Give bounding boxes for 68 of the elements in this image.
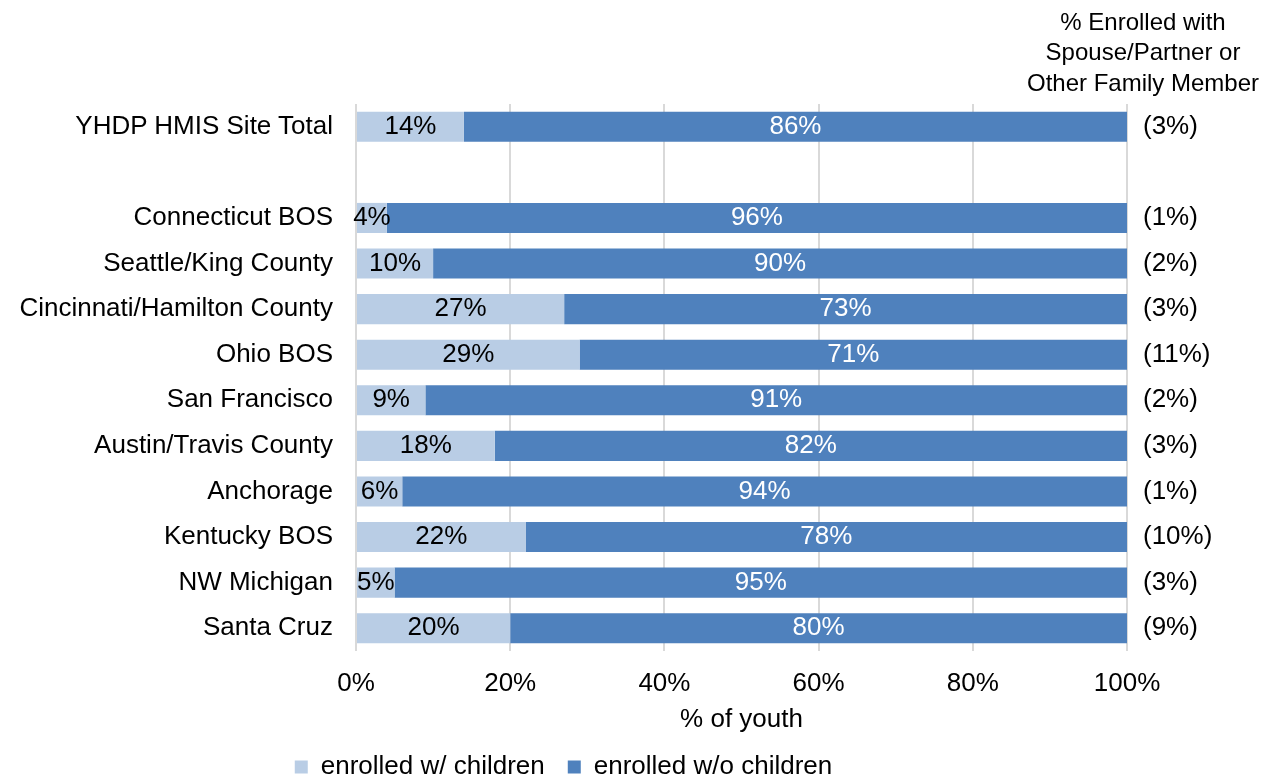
data-label: 82% [784,429,837,460]
y-tick-label: Austin/Travis County [94,429,333,460]
data-label: 29% [442,337,495,368]
data-label: 90% [754,246,807,277]
data-label: 96% [730,201,783,232]
text: (3%) [1143,429,1198,460]
data-label: 73% [819,292,872,323]
x-tick-label: 40% [638,666,691,697]
legend-label: enrolled w/o children [593,750,833,781]
data-label: 91% [750,383,803,414]
x-tick-label: 100% [1093,666,1161,697]
x-tick-label: 20% [484,666,537,697]
bar [394,567,1127,598]
data-label: 78% [800,520,853,551]
bar [425,385,1127,416]
y-tick-label: NW Michigan [178,565,333,596]
bar [510,613,1127,644]
data-label: 86% [769,109,822,140]
bar [357,522,526,553]
y-tick-label: Seattle/King County [103,246,333,277]
text: (1%) [1143,201,1198,232]
y-tick-label: San Francisco [166,383,333,414]
data-label: 71% [827,337,880,368]
y-tick-label: Kentucky BOS [163,520,333,551]
data-label: 18% [399,429,452,460]
data-label: 22% [415,520,468,551]
data-label: 94% [738,474,791,505]
bar [525,522,1127,553]
text: (2%) [1143,383,1198,414]
x-axis-title: % of youth [680,702,803,733]
legend-label: enrolled w/ children [320,750,545,781]
bar [564,294,1127,325]
text: (3%) [1143,109,1198,140]
bar [357,294,565,325]
text: (2%) [1143,246,1198,277]
data-label: 80% [792,611,845,642]
data-label: 5% [356,565,395,596]
text: (9%) [1143,611,1198,642]
data-label: 4% [353,201,391,232]
bar [357,613,511,644]
bar [494,430,1127,461]
bar [433,248,1127,279]
bar [463,111,1127,142]
data-label: 95% [734,565,787,596]
text: (1%) [1143,474,1198,505]
y-tick-label: Ohio BOS [215,337,333,368]
data-label: 27% [434,292,487,323]
bar [402,476,1127,507]
y-tick-label: Cincinnati/Hamilton County [19,292,333,323]
x-tick-label: 80% [946,666,999,697]
text: (10%) [1143,520,1213,551]
data-label: 6% [360,474,399,505]
text: (3%) [1143,292,1198,323]
data-label: 14% [384,109,437,140]
x-tick-label: 0% [337,666,375,697]
text: (11%) [1143,337,1211,368]
bar [579,339,1127,370]
y-tick-label: YHDP HMIS Site Total [75,109,333,140]
bar [357,339,580,370]
y-tick-label: Anchorage [207,474,333,505]
data-label: 10% [369,246,422,277]
y-tick-label: Connecticut BOS [133,201,333,232]
y-tick-label: Santa Cruz [202,611,333,642]
data-label: 9% [372,383,410,414]
x-tick-label: 60% [792,666,845,697]
text: (3%) [1143,565,1198,596]
text: % Enrolled with Spouse/Partner or Other Family Member [1026,7,1260,96]
data-label: 20% [407,611,460,642]
